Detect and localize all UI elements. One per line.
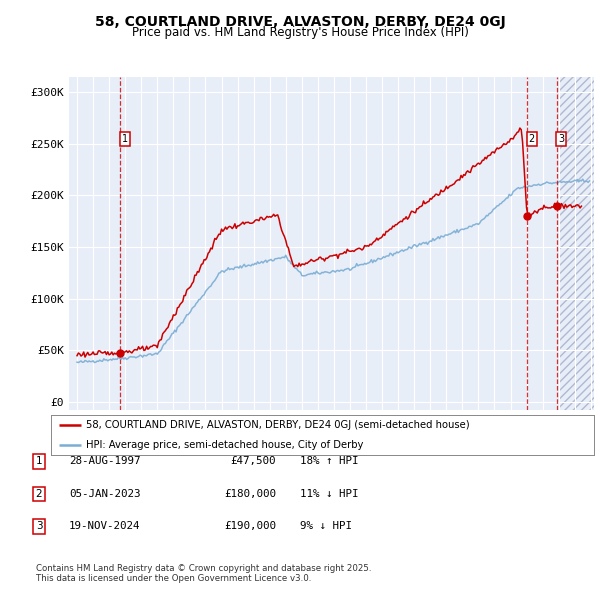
- Bar: [559, 61, 594, 412]
- Text: 18% ↑ HPI: 18% ↑ HPI: [300, 457, 359, 466]
- Text: 2: 2: [35, 489, 43, 499]
- Text: £180,000: £180,000: [224, 489, 276, 499]
- Text: HPI: Average price, semi-detached house, City of Derby: HPI: Average price, semi-detached house,…: [86, 441, 364, 450]
- Text: 58, COURTLAND DRIVE, ALVASTON, DERBY, DE24 0GJ: 58, COURTLAND DRIVE, ALVASTON, DERBY, DE…: [95, 15, 505, 29]
- Text: 28-AUG-1997: 28-AUG-1997: [69, 457, 140, 466]
- Text: 1: 1: [122, 133, 128, 143]
- Text: 9% ↓ HPI: 9% ↓ HPI: [300, 522, 352, 531]
- Text: 2: 2: [529, 133, 535, 143]
- Text: £47,500: £47,500: [230, 457, 276, 466]
- Text: 3: 3: [559, 133, 565, 143]
- Text: £190,000: £190,000: [224, 522, 276, 531]
- Text: 3: 3: [35, 522, 43, 531]
- Text: 19-NOV-2024: 19-NOV-2024: [69, 522, 140, 531]
- Text: 58, COURTLAND DRIVE, ALVASTON, DERBY, DE24 0GJ (semi-detached house): 58, COURTLAND DRIVE, ALVASTON, DERBY, DE…: [86, 421, 470, 430]
- Text: Price paid vs. HM Land Registry's House Price Index (HPI): Price paid vs. HM Land Registry's House …: [131, 26, 469, 39]
- Text: Contains HM Land Registry data © Crown copyright and database right 2025.
This d: Contains HM Land Registry data © Crown c…: [36, 563, 371, 583]
- Text: 1: 1: [35, 457, 43, 466]
- Bar: [559, 61, 594, 412]
- Text: 05-JAN-2023: 05-JAN-2023: [69, 489, 140, 499]
- Text: 11% ↓ HPI: 11% ↓ HPI: [300, 489, 359, 499]
